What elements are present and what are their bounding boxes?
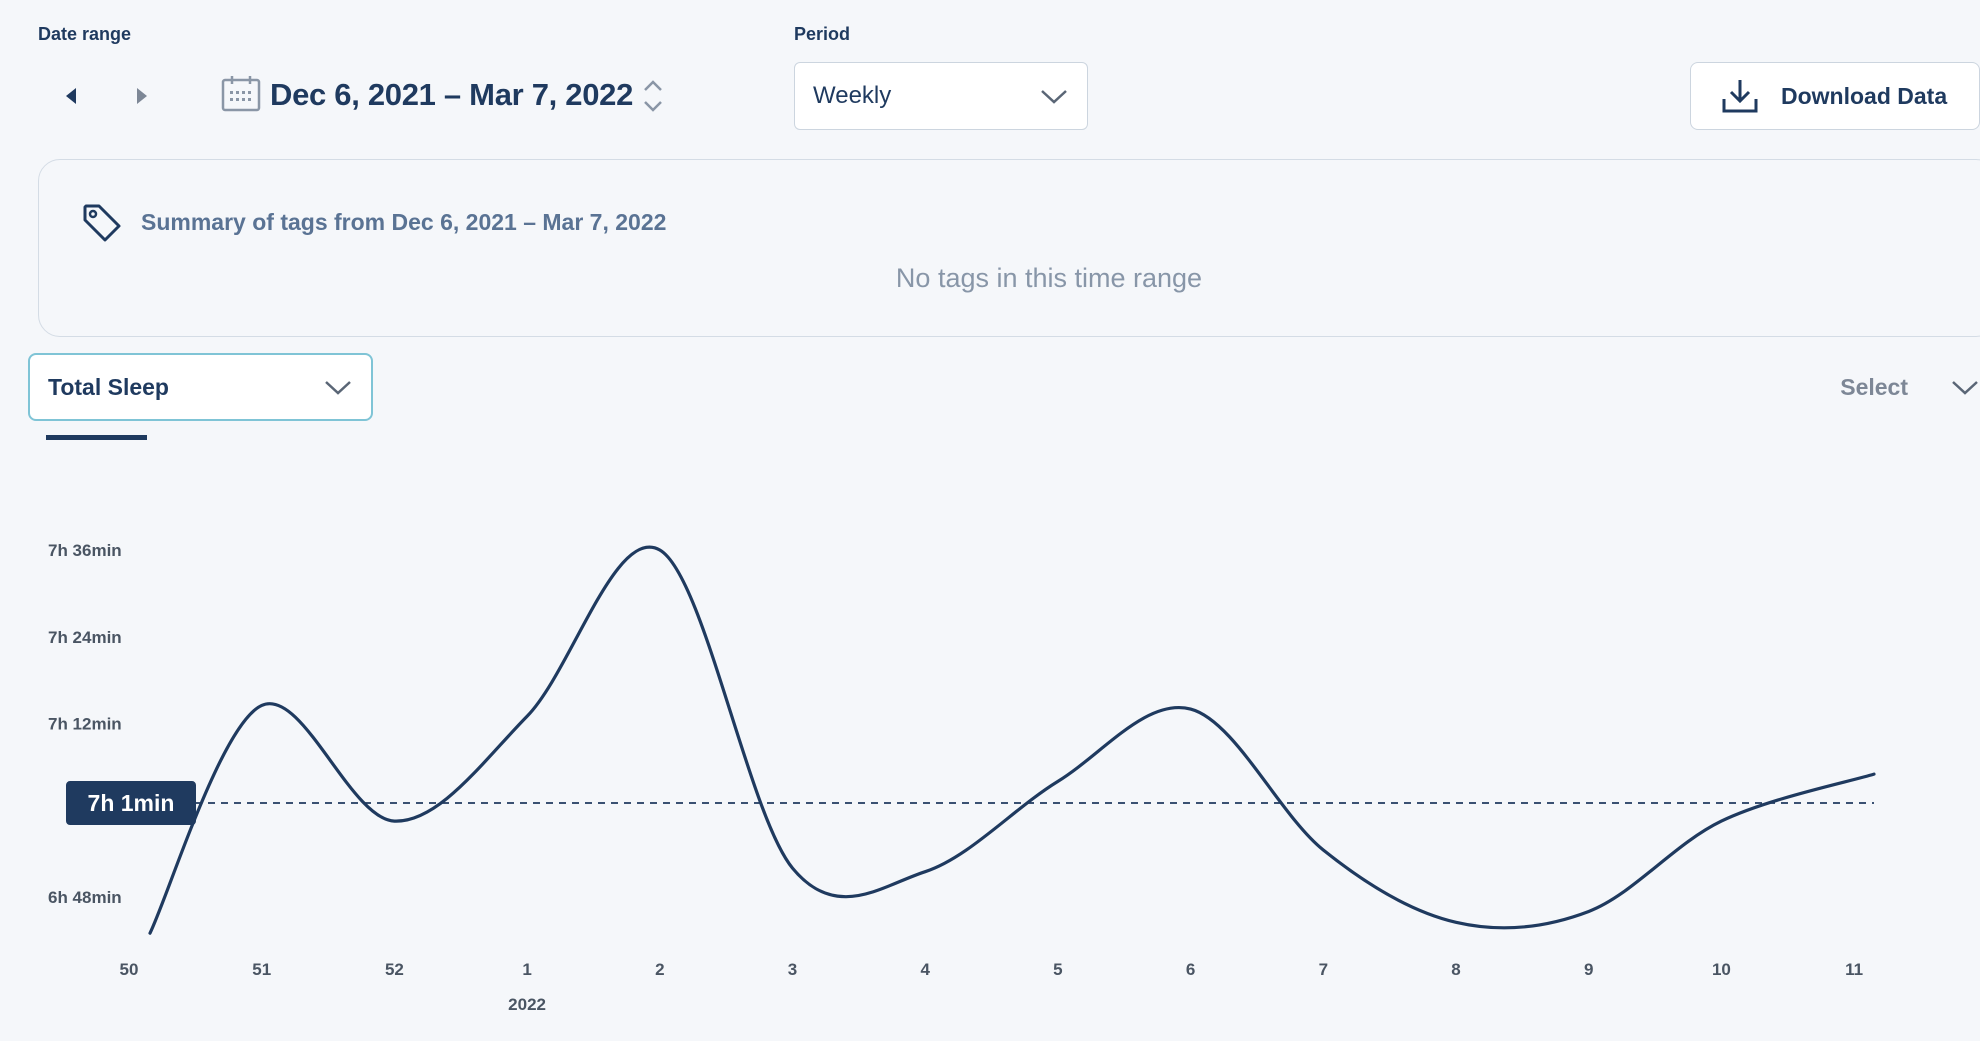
y-tick-label: 6h 48min (48, 888, 122, 907)
tag-icon (81, 202, 123, 249)
chevron-down-icon (1041, 90, 1067, 104)
x-tick-label: 9 (1584, 960, 1593, 979)
x-tick-label: 10 (1712, 960, 1731, 979)
x-tick-label: 52 (385, 960, 404, 979)
summary-empty-text: No tags in this time range (895, 263, 1203, 293)
caret-left-icon (66, 88, 76, 104)
y-tick-label: 7h 24min (48, 628, 122, 647)
x-tick-label: 6 (1186, 960, 1195, 979)
period-label: Period (794, 24, 851, 44)
range-stepper[interactable] (640, 74, 666, 123)
summary-title: Summary of tags from Dec 6, 2021 – Mar 7… (141, 209, 667, 235)
caret-right-icon (137, 88, 147, 104)
secondary-select-placeholder: Select (1840, 373, 1908, 400)
date-range-value[interactable]: Dec 6, 2021 – Mar 7, 2022 (270, 77, 634, 112)
download-label: Download Data (1781, 82, 1948, 109)
download-data-button[interactable]: Download Data (1690, 62, 1980, 130)
y-tick-label: 7h 12min (48, 715, 122, 734)
download-icon (1722, 80, 1758, 113)
tags-summary-panel: Summary of tags from Dec 6, 2021 – Mar 7… (38, 159, 1980, 337)
x-tick-label: 50 (120, 960, 139, 979)
period-select[interactable]: Weekly (794, 62, 1088, 130)
x-year-label: 2022 (508, 995, 546, 1014)
next-range-button[interactable] (122, 76, 162, 116)
chevron-up-down-icon (644, 80, 662, 112)
x-tick-label: 11 (1845, 960, 1863, 979)
y-tick-label: 7h 36min (48, 541, 122, 560)
series-line-total-sleep (148, 545, 1876, 935)
x-tick-label: 8 (1451, 960, 1460, 979)
x-tick-label: 4 (920, 960, 930, 979)
calendar-icon[interactable] (220, 74, 262, 119)
period-value: Weekly (813, 82, 892, 109)
metric-underline (46, 435, 147, 440)
chevron-down-icon (1952, 381, 1978, 395)
average-badge-label: 7h 1min (88, 790, 175, 816)
secondary-select[interactable]: Select (1650, 353, 1980, 421)
x-tick-label: 1 (522, 960, 531, 979)
x-tick-label: 5 (1053, 960, 1062, 979)
chevron-down-icon (325, 381, 351, 395)
metric-value: Total Sleep (48, 373, 169, 400)
x-tick-label: 51 (252, 960, 271, 979)
metric-select[interactable]: Total Sleep (28, 353, 373, 421)
average-badge: 7h 1min (66, 781, 196, 826)
x-tick-label: 2 (655, 960, 664, 979)
date-range-label: Date range (38, 24, 132, 44)
x-tick-label: 7 (1319, 960, 1328, 979)
prev-range-button[interactable] (51, 76, 91, 116)
x-tick-label: 3 (788, 960, 797, 979)
